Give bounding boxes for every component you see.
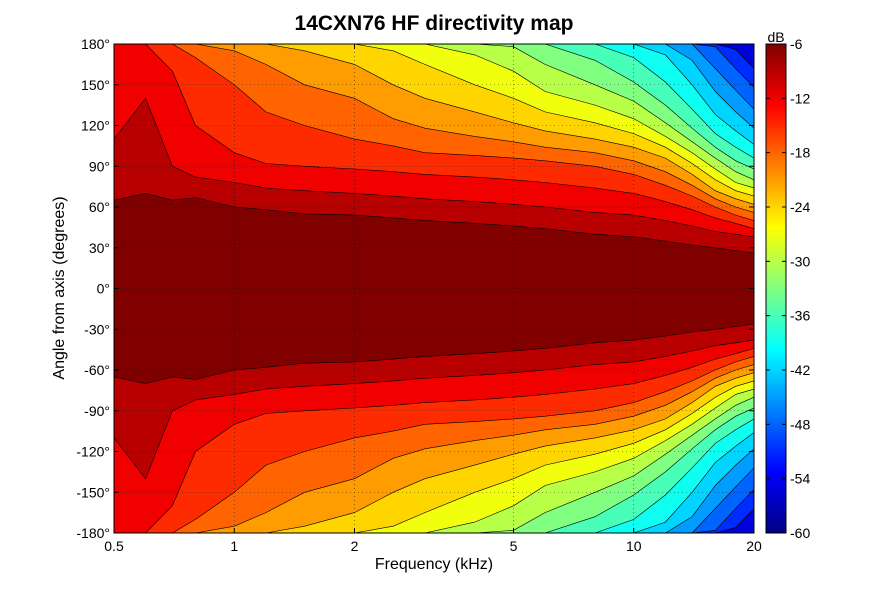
y-tick-label: -120° bbox=[76, 444, 110, 460]
y-tick-label: 90° bbox=[89, 158, 110, 174]
y-tick-label: -30° bbox=[84, 321, 110, 337]
colorbar-tick-label: -6 bbox=[790, 36, 803, 52]
y-tick-label: 0° bbox=[97, 281, 110, 297]
y-tick-label: 120° bbox=[81, 118, 110, 134]
colorbar-tick-label: -36 bbox=[790, 308, 810, 324]
colorbar-unit-label: dB bbox=[767, 29, 784, 45]
x-tick-label: 1 bbox=[230, 538, 238, 554]
colorbar bbox=[765, 43, 787, 534]
colorbar-tick-label: -12 bbox=[790, 90, 810, 106]
x-tick-label: 2 bbox=[351, 538, 359, 554]
x-axis: 0.5 1 2 5 10 20 bbox=[104, 44, 762, 554]
colorbar-ticks: -6 -12 -18 -24 -30 -36 -42 -48 -54 -60 bbox=[766, 36, 810, 541]
y-tick-label: -60° bbox=[84, 362, 110, 378]
x-tick-label: 0.5 bbox=[104, 538, 124, 554]
y-tick-label: 180° bbox=[81, 36, 110, 52]
x-axis-label: Frequency (kHz) bbox=[375, 556, 493, 573]
colorbar-tick-label: -24 bbox=[790, 199, 810, 215]
y-axis: 180° 150° 120° 90° 60° 30° 0° -30° -60° -90° -120°… bbox=[76, 36, 754, 541]
grid-layer bbox=[114, 44, 754, 533]
colorbar-tick-label: -30 bbox=[790, 253, 810, 269]
x-tick-label: 10 bbox=[626, 538, 642, 554]
colorbar-tick-label: -54 bbox=[790, 471, 810, 487]
colorbar-tick-label: -60 bbox=[790, 525, 810, 541]
x-tick-label: 5 bbox=[510, 538, 518, 554]
colorbar-tick-label: -48 bbox=[790, 416, 810, 432]
y-tick-label: 60° bbox=[89, 199, 110, 215]
x-tick-label: 20 bbox=[746, 538, 762, 554]
chart-title: 14CXN76 HF directivity map bbox=[295, 12, 574, 35]
y-tick-label: -90° bbox=[84, 403, 110, 419]
colorbar-tick-label: -18 bbox=[790, 145, 810, 161]
y-axis-label: Angle from axis (degrees) bbox=[51, 196, 68, 379]
colorbar-tick-label: -42 bbox=[790, 362, 810, 378]
y-tick-label: 150° bbox=[81, 77, 110, 93]
y-tick-label: 30° bbox=[89, 240, 110, 256]
y-tick-label: -150° bbox=[76, 484, 110, 500]
y-tick-label: -180° bbox=[76, 525, 110, 541]
